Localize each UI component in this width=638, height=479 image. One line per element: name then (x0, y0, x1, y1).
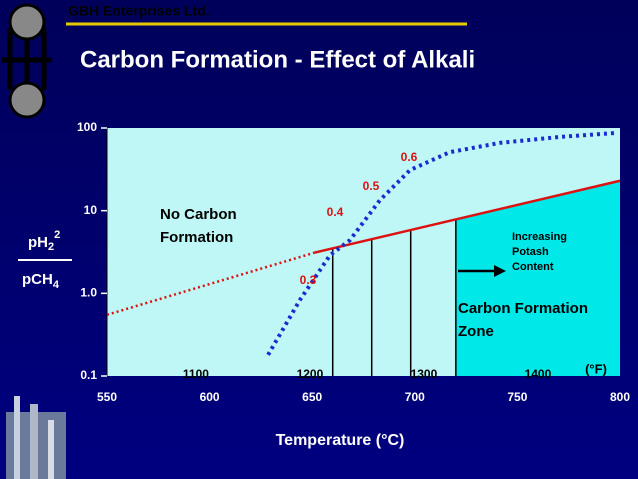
f-tick-label: 1100 (183, 367, 209, 381)
y-tick-label: 10 (84, 203, 98, 217)
potash-label-text: Potash (512, 246, 549, 258)
logo (2, 3, 52, 119)
x-tick-label: 550 (97, 390, 117, 404)
y-tick-label: 0.1 (80, 368, 97, 382)
potash-label: 0.3 (300, 273, 317, 287)
no-carbon-label: Formation (160, 229, 233, 246)
f-tick-label: 1400 (525, 367, 552, 381)
company: GBH Enterprises Ltd. (68, 3, 210, 19)
series-line (266, 131, 616, 356)
x-tick-label: 650 (302, 390, 322, 404)
x-tick-label: 700 (405, 390, 425, 404)
y-tick-label: 100 (77, 120, 97, 134)
chart-title: Carbon Formation - Effect of Alkali (80, 46, 475, 73)
x-tick-label: 800 (610, 390, 630, 404)
x-tick-label: 750 (507, 390, 527, 404)
carbon-zone (455, 180, 620, 376)
building (6, 396, 66, 479)
f-tick-label: 1200 (297, 367, 324, 381)
series-line (106, 251, 315, 316)
no-carbon-label: No Carbon (160, 206, 237, 223)
y-tick-label: 1.0 (80, 286, 97, 300)
f-tick-label: 1300 (411, 367, 438, 381)
potash-label-text: Content (512, 261, 554, 273)
carbon-zone-label: Carbon Formation (458, 300, 588, 317)
y-label-part: 2 (48, 241, 54, 253)
x-axis-title: Temperature (°C) (276, 432, 405, 449)
y-label-part: pH (28, 234, 48, 251)
y-label-part: 4 (53, 279, 60, 291)
y-axis-title-den: pCH4 (22, 271, 60, 291)
arrow-head (494, 265, 506, 277)
potash-label: 0.6 (401, 150, 418, 164)
carbon-zone-label: Zone (458, 323, 494, 340)
y-axis-title-num: pH22 (28, 229, 60, 253)
x-tick-label: 600 (200, 390, 220, 404)
y-label-part: pCH (22, 271, 53, 288)
potash-label-text: Increasing (512, 231, 567, 243)
potash-label: 0.5 (363, 179, 380, 193)
series-line (313, 179, 621, 254)
y-label-part: 2 (54, 229, 60, 241)
f-unit: (°F) (585, 361, 607, 376)
potash-label: 0.4 (327, 205, 344, 219)
